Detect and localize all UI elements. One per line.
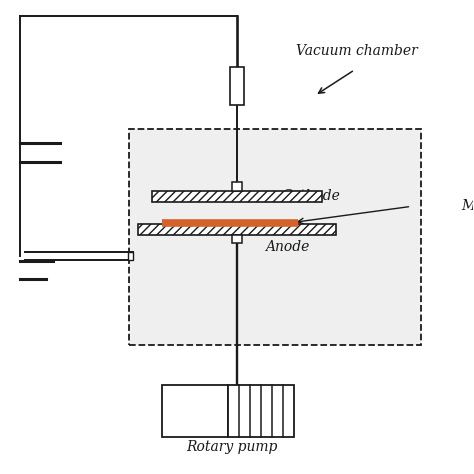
Bar bbox=[138, 224, 336, 235]
Text: Memb.: Memb. bbox=[461, 200, 474, 213]
Text: Rotary pump: Rotary pump bbox=[187, 440, 278, 454]
Bar bbox=[230, 67, 244, 105]
Bar bbox=[152, 191, 322, 201]
Bar bbox=[228, 385, 293, 438]
Bar bbox=[232, 182, 242, 191]
Bar bbox=[128, 252, 133, 260]
Bar bbox=[128, 128, 421, 346]
Bar bbox=[232, 235, 242, 243]
Bar bbox=[162, 385, 228, 438]
Text: Vacuum chamber: Vacuum chamber bbox=[296, 44, 418, 58]
Text: Cathode: Cathode bbox=[282, 189, 341, 203]
Text: Anode: Anode bbox=[265, 240, 310, 255]
